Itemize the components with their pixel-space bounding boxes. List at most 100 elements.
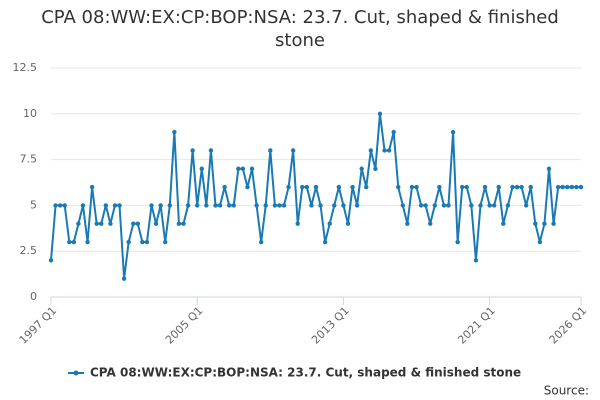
source: Source: xyxy=(544,384,589,398)
point xyxy=(249,166,255,171)
point xyxy=(469,203,474,208)
point xyxy=(231,203,236,208)
point xyxy=(304,184,310,190)
point xyxy=(364,184,369,190)
point xyxy=(53,203,58,208)
point xyxy=(318,203,323,208)
point xyxy=(112,203,118,208)
point xyxy=(176,221,182,226)
point xyxy=(569,184,575,190)
point xyxy=(258,239,264,245)
point xyxy=(149,203,154,208)
point xyxy=(222,184,227,190)
point xyxy=(89,184,95,190)
point xyxy=(386,148,392,153)
point xyxy=(514,184,520,190)
point xyxy=(121,276,127,281)
x-tick-label: 1997 Q1 xyxy=(17,304,60,347)
point xyxy=(268,148,273,153)
point xyxy=(478,203,483,208)
y-tick-label: 2.5 xyxy=(20,244,38,257)
point xyxy=(245,184,250,190)
point xyxy=(555,184,561,190)
point xyxy=(181,221,186,226)
point xyxy=(240,166,246,171)
point xyxy=(277,203,282,208)
point xyxy=(140,239,145,245)
y-tick-label: 12.5 xyxy=(13,61,38,74)
point xyxy=(523,203,529,208)
series-line xyxy=(50,113,581,279)
point xyxy=(341,203,346,208)
point xyxy=(153,221,159,226)
point xyxy=(546,166,552,171)
point xyxy=(350,184,355,190)
point xyxy=(94,221,99,226)
point xyxy=(428,221,433,226)
point xyxy=(519,184,524,190)
point xyxy=(396,184,401,190)
point xyxy=(85,239,90,245)
y-tick-label: 10 xyxy=(23,107,37,120)
point xyxy=(455,239,460,245)
point xyxy=(199,166,204,171)
point xyxy=(473,258,479,263)
x-tick-label: 2005 Q1 xyxy=(163,304,206,347)
point xyxy=(405,221,410,226)
point xyxy=(501,221,506,226)
point xyxy=(226,203,232,208)
point xyxy=(418,203,424,208)
point xyxy=(126,239,131,245)
point xyxy=(446,203,451,208)
point xyxy=(528,184,533,190)
point xyxy=(103,203,109,208)
point xyxy=(62,203,67,208)
point xyxy=(441,203,447,208)
point xyxy=(496,184,501,190)
x-tick-label: 2013 Q1 xyxy=(309,304,352,347)
legend-item: CPA 08:WW:EX:CP:BOP:NSA: 23.7. Cut, shap… xyxy=(68,366,521,380)
point xyxy=(57,203,63,208)
point xyxy=(551,221,556,226)
legend-marker xyxy=(73,370,79,376)
point xyxy=(281,203,287,208)
point xyxy=(309,203,314,208)
y-tick-label: 7.5 xyxy=(20,153,38,166)
point xyxy=(131,221,136,226)
point xyxy=(99,221,104,226)
point xyxy=(332,203,337,208)
point xyxy=(76,221,81,226)
point xyxy=(423,203,428,208)
point xyxy=(400,203,406,208)
point xyxy=(359,166,364,171)
point xyxy=(204,203,209,208)
point xyxy=(300,184,305,190)
point xyxy=(71,239,77,245)
point xyxy=(48,258,54,263)
point xyxy=(487,203,492,208)
x-tick-label: 2021 Q1 xyxy=(455,304,498,347)
point xyxy=(391,129,396,135)
point xyxy=(190,148,195,153)
y-tick-label: 5 xyxy=(30,198,37,211)
point xyxy=(409,184,415,190)
point xyxy=(313,184,319,190)
point xyxy=(185,203,191,208)
point xyxy=(533,221,538,226)
point xyxy=(108,221,113,226)
point xyxy=(290,148,296,153)
point xyxy=(272,203,278,208)
x-tick-label: 2026 Q1 xyxy=(547,304,590,347)
point xyxy=(450,129,456,135)
point xyxy=(578,184,584,190)
point xyxy=(286,184,291,190)
point xyxy=(327,221,332,226)
point xyxy=(560,184,565,190)
point xyxy=(167,203,172,208)
point xyxy=(208,148,214,153)
point xyxy=(414,184,419,190)
point xyxy=(354,203,360,208)
point xyxy=(345,221,351,226)
